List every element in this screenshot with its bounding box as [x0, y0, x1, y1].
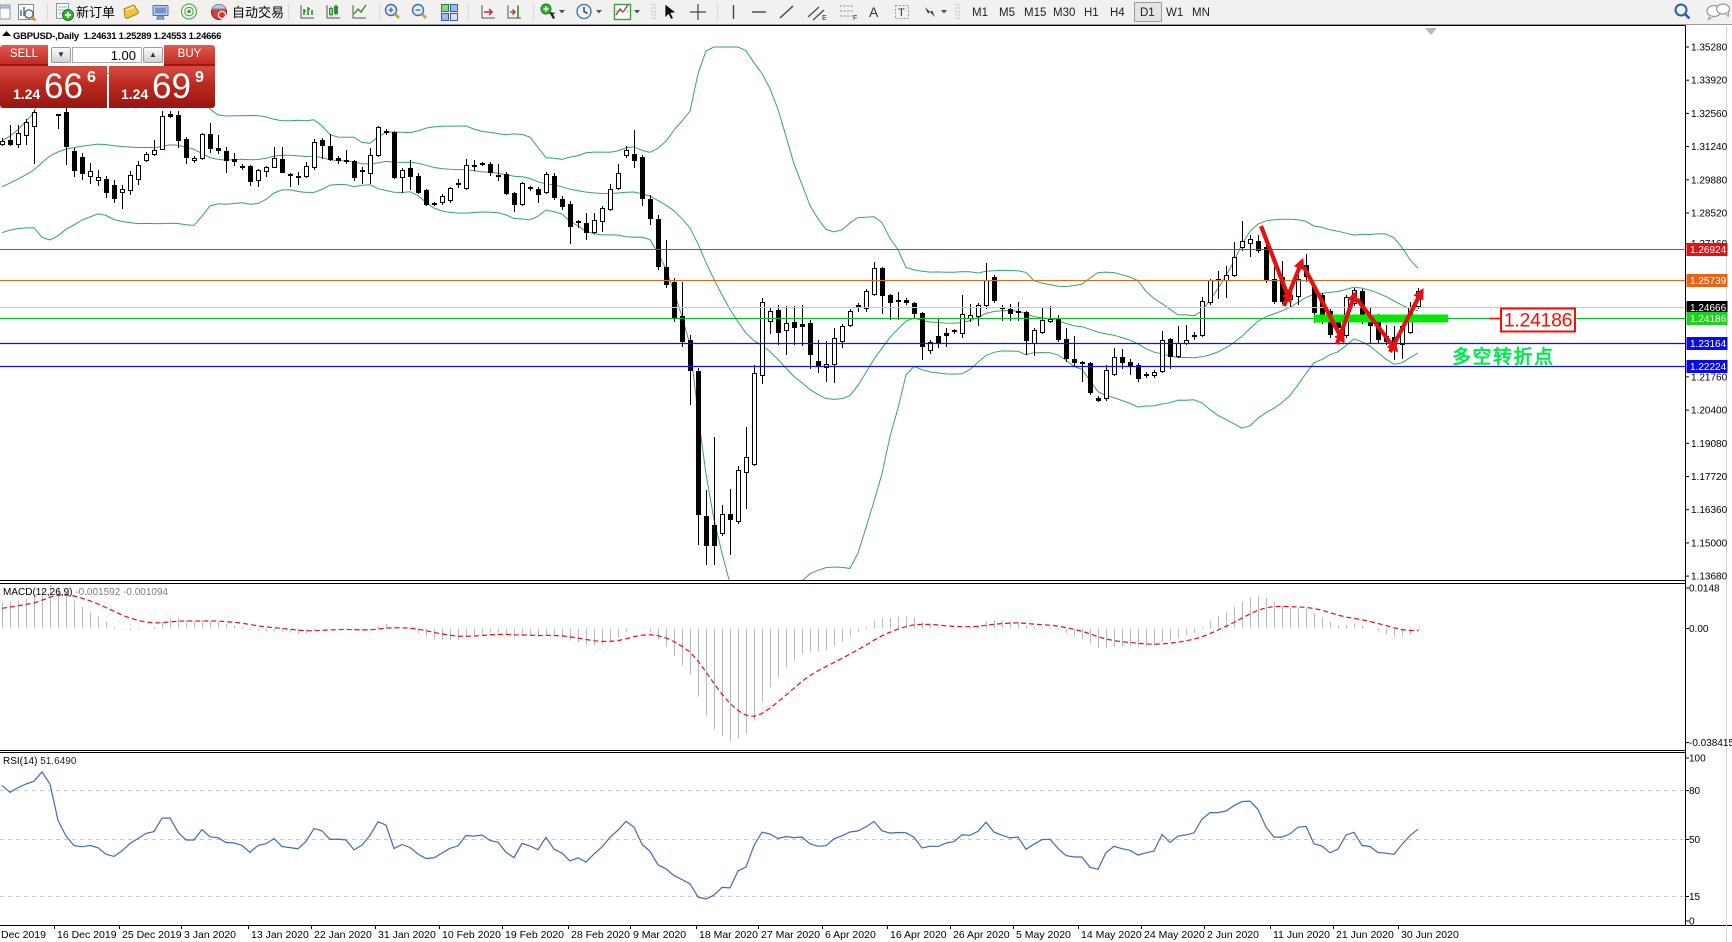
svg-text:H4: H4: [1110, 7, 1125, 19]
svg-text:1.24186: 1.24186: [1504, 310, 1572, 332]
svg-text:RSI(14) 51.6490: RSI(14) 51.6490: [3, 756, 77, 767]
svg-text:MN: MN: [1192, 7, 1210, 19]
svg-text:1.29880: 1.29880: [1691, 175, 1728, 186]
svg-text:M5: M5: [999, 7, 1015, 19]
svg-text:31 Jan 2020: 31 Jan 2020: [378, 929, 436, 941]
svg-text:1.32560: 1.32560: [1691, 109, 1728, 120]
svg-text:W1: W1: [1166, 7, 1183, 19]
svg-text:1.23164: 1.23164: [1690, 339, 1727, 350]
svg-text:14 May 2020: 14 May 2020: [1081, 929, 1142, 941]
svg-text:新订单: 新订单: [76, 5, 115, 20]
svg-text:1.13680: 1.13680: [1691, 572, 1728, 583]
svg-text:22 Jan 2020: 22 Jan 2020: [314, 929, 372, 941]
svg-text:18 Mar 2020: 18 Mar 2020: [699, 929, 758, 941]
svg-text:M30: M30: [1053, 7, 1075, 19]
svg-text:10 Feb 2020: 10 Feb 2020: [442, 929, 501, 941]
svg-text:1.20400: 1.20400: [1691, 406, 1728, 417]
svg-text:0.00: 0.00: [1689, 624, 1709, 635]
svg-text:16 Apr 2020: 16 Apr 2020: [890, 929, 947, 941]
svg-text:1.21760: 1.21760: [1691, 372, 1728, 383]
svg-text:28 Feb 2020: 28 Feb 2020: [571, 929, 630, 941]
svg-text:27 Mar 2020: 27 Mar 2020: [761, 929, 820, 941]
svg-text:80: 80: [1689, 786, 1701, 797]
svg-text:50: 50: [1689, 835, 1701, 846]
svg-text:D1: D1: [1140, 7, 1155, 19]
svg-text:1.26924: 1.26924: [1690, 245, 1727, 256]
svg-text:1.35280: 1.35280: [1691, 43, 1728, 54]
svg-text:T: T: [898, 7, 905, 19]
svg-text:1.28520: 1.28520: [1691, 209, 1728, 220]
svg-text:21 Jun 2020: 21 Jun 2020: [1336, 929, 1394, 941]
svg-text:E: E: [822, 15, 827, 22]
svg-text:1.31240: 1.31240: [1691, 142, 1728, 153]
svg-text:0.0148: 0.0148: [1689, 584, 1720, 595]
svg-text:GBPUSD-,Daily 1.24631 1.25289: GBPUSD-,Daily 1.24631 1.25289 1.24553 1.…: [13, 31, 221, 42]
svg-text:A: A: [869, 4, 879, 20]
svg-text:M15: M15: [1024, 7, 1046, 19]
svg-text:-0.038415: -0.038415: [1689, 738, 1732, 749]
svg-text:1.25739: 1.25739: [1690, 276, 1727, 287]
svg-text:25 Dec 2019: 25 Dec 2019: [122, 929, 182, 941]
svg-text:自动交易: 自动交易: [232, 5, 284, 20]
svg-text:6 Apr 2020: 6 Apr 2020: [825, 929, 876, 941]
svg-text:多空转折点: 多空转折点: [1452, 345, 1555, 368]
svg-text:2 Jun 2020: 2 Jun 2020: [1207, 929, 1259, 941]
svg-text:11 Jun 2020: 11 Jun 2020: [1273, 929, 1330, 941]
svg-text:H1: H1: [1084, 7, 1099, 19]
svg-text:0: 0: [1689, 917, 1695, 928]
svg-text:3 Jan 2020: 3 Jan 2020: [184, 929, 236, 941]
svg-text:100: 100: [1689, 754, 1706, 765]
svg-text:16 Dec 2019: 16 Dec 2019: [57, 929, 117, 941]
svg-text:5 May 2020: 5 May 2020: [1016, 929, 1071, 941]
svg-text:1.17720: 1.17720: [1691, 472, 1728, 483]
svg-text:1.24666: 1.24666: [1690, 303, 1727, 314]
svg-text:1.19080: 1.19080: [1691, 439, 1728, 450]
svg-text:1.33920: 1.33920: [1691, 76, 1728, 87]
svg-text:Dec 2019: Dec 2019: [1, 929, 46, 941]
svg-text:1.22224: 1.22224: [1690, 362, 1727, 373]
svg-text:1.15000: 1.15000: [1691, 538, 1728, 549]
svg-text:M1: M1: [972, 7, 988, 19]
svg-text:15: 15: [1689, 892, 1701, 903]
svg-text:30 Jun 2020: 30 Jun 2020: [1401, 929, 1459, 941]
svg-text:F: F: [853, 15, 857, 22]
svg-text:26 Apr 2020: 26 Apr 2020: [953, 929, 1010, 941]
svg-text:13 Jan 2020: 13 Jan 2020: [251, 929, 309, 941]
svg-text:1.24186: 1.24186: [1690, 314, 1727, 325]
svg-text:1.16360: 1.16360: [1691, 505, 1728, 516]
svg-text:24 May 2020: 24 May 2020: [1144, 929, 1205, 941]
svg-text:19 Feb 2020: 19 Feb 2020: [505, 929, 564, 941]
svg-text:9 Mar 2020: 9 Mar 2020: [633, 929, 686, 941]
svg-text:MACD(12,26,9) -0.001592 -0.001: MACD(12,26,9) -0.001592 -0.001094: [3, 587, 169, 598]
